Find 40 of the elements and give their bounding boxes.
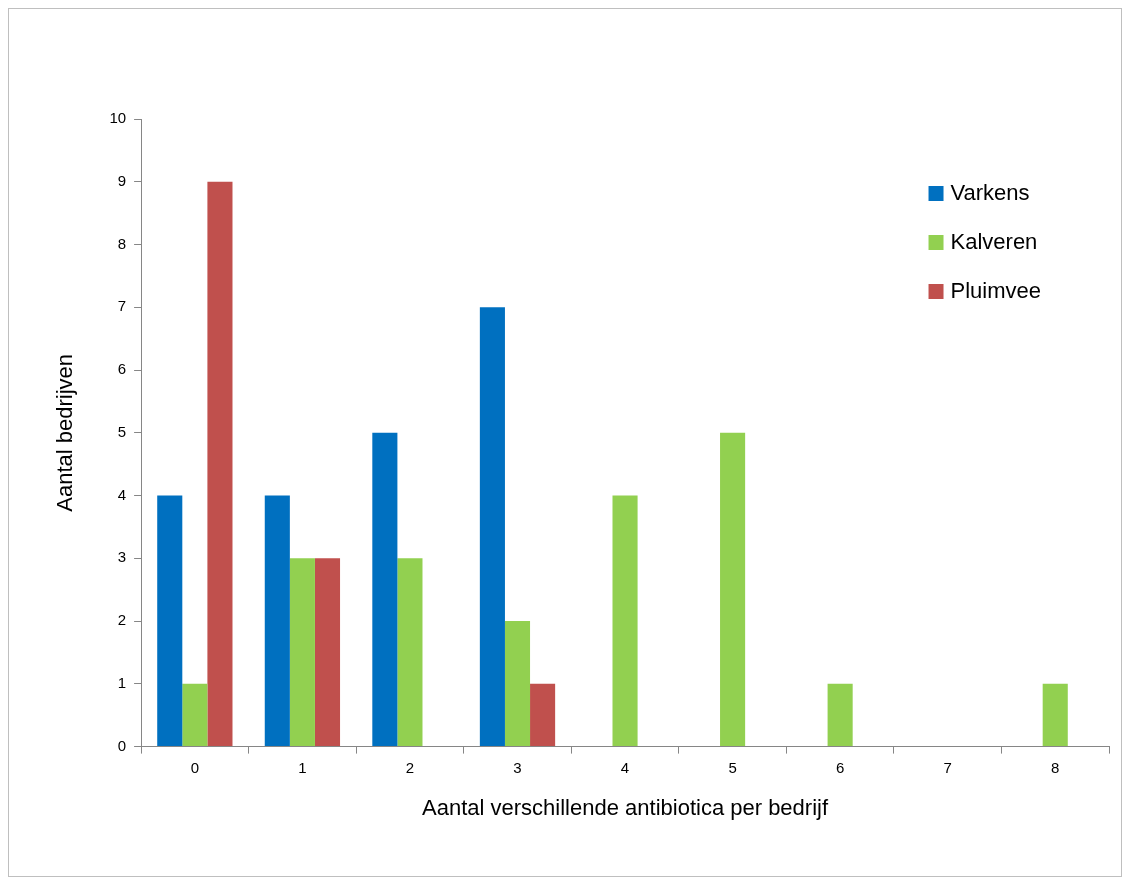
bar: [314, 558, 341, 747]
legend-label: Varkens: [950, 180, 1030, 206]
x-tick-label: 8: [1051, 758, 1060, 776]
y-tick-label: 3: [117, 548, 127, 566]
bar: [1042, 683, 1068, 747]
x-tick-label: 3: [513, 758, 522, 776]
y-tick-label: 9: [117, 171, 127, 189]
bar: [479, 307, 505, 747]
bar: [397, 558, 423, 747]
y-tick-label: 0: [117, 736, 127, 754]
y-tick-label: 4: [117, 485, 127, 503]
x-tick-label: 4: [620, 758, 630, 776]
y-tick-label: 8: [117, 234, 127, 252]
y-tick-label: 7: [117, 297, 127, 315]
bar: [612, 495, 638, 747]
x-axis-title: Aantal verschillende antibiotica per bedrijf: [422, 794, 829, 820]
bar: [207, 181, 233, 747]
bar: [720, 432, 746, 747]
x-tick-label: 0: [190, 758, 200, 776]
y-axis-title: Aantal bedrijven: [52, 353, 78, 512]
y-tick-label: 2: [117, 611, 127, 629]
x-tick-label: 2: [405, 758, 415, 776]
y-tick-label: 1: [117, 673, 127, 691]
bar: [827, 683, 853, 747]
y-tick-label: 10: [109, 109, 127, 127]
bar: [182, 683, 208, 747]
x-tick-label: 6: [835, 758, 845, 776]
x-tick-label: 1: [298, 758, 307, 776]
bar: [504, 621, 531, 747]
legend-label: Pluimvee: [950, 278, 1041, 304]
bar: [157, 495, 183, 747]
y-tick-label: 6: [117, 360, 127, 378]
bar: [372, 432, 398, 747]
legend-label: Kalveren: [950, 229, 1038, 255]
bar: [264, 495, 290, 747]
y-tick-label: 5: [117, 422, 127, 440]
bar: [289, 558, 315, 747]
x-tick-label: 7: [943, 758, 952, 776]
bar: [530, 683, 556, 747]
x-tick-label: 5: [728, 758, 737, 776]
